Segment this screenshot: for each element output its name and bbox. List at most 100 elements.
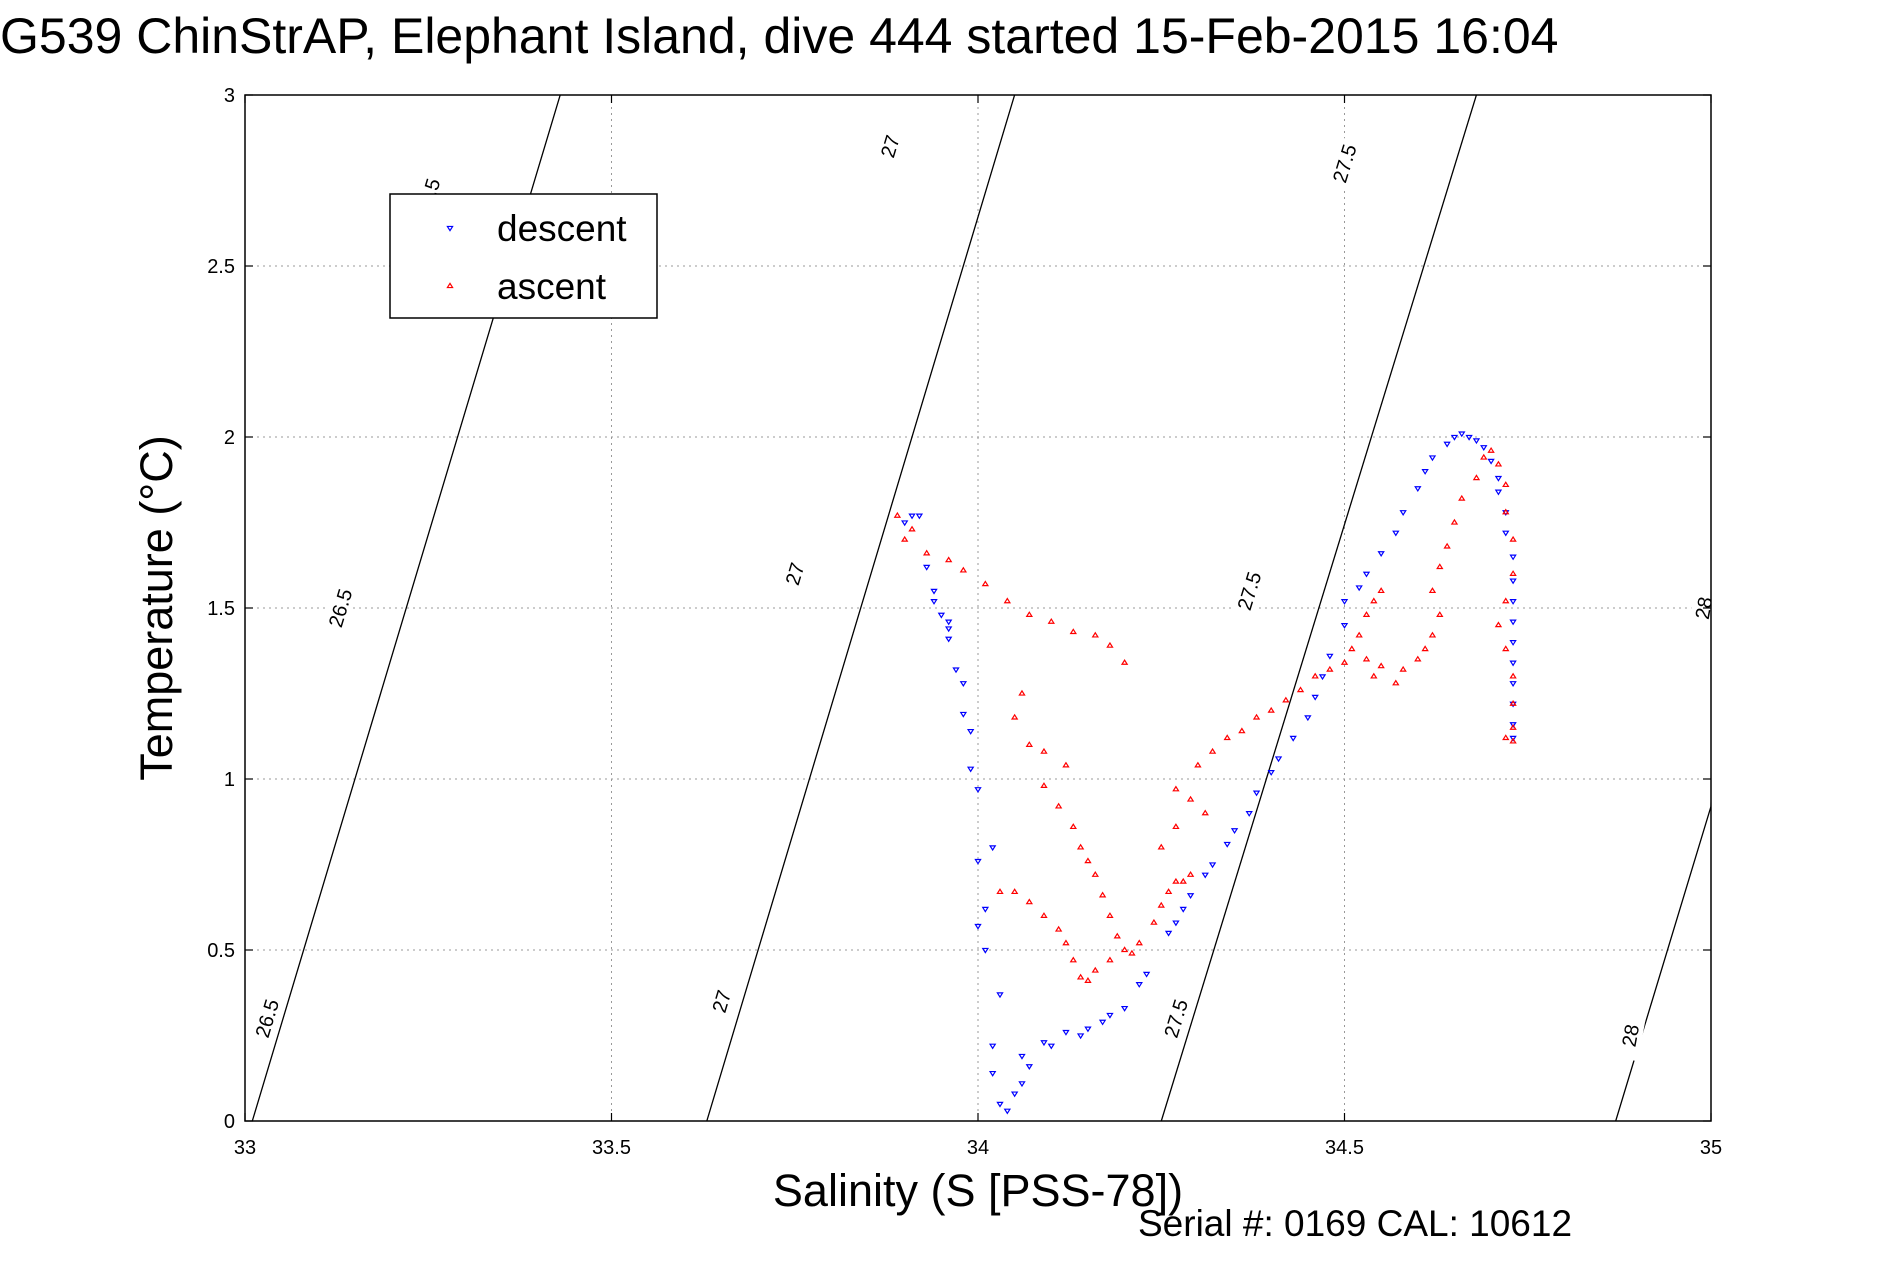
ascent-point <box>1084 977 1092 983</box>
ascent-point <box>1172 877 1180 884</box>
legend-marker-ascent <box>446 282 454 289</box>
ascent-point <box>1106 912 1114 918</box>
ascent-point <box>1436 611 1444 617</box>
ascent-point <box>901 535 909 542</box>
ascent-point <box>908 525 916 532</box>
y-tick-label: 1 <box>224 769 235 791</box>
y-tick-label: 2 <box>224 427 235 449</box>
ascent-point <box>1458 494 1466 501</box>
descent-point <box>1465 434 1473 441</box>
ascent-point <box>1201 809 1209 816</box>
legend-marker-descent <box>446 225 454 232</box>
descent-point <box>1392 530 1400 537</box>
ascent-point <box>1377 587 1385 594</box>
contour-label: 27.5 <box>1234 569 1266 613</box>
density-contour-line <box>706 95 1016 1121</box>
ascent-point <box>944 556 953 563</box>
descent-point <box>952 667 960 674</box>
ascent-point <box>1494 460 1503 467</box>
ascent-point <box>1348 645 1356 652</box>
x-tick-label: 33.5 <box>592 1137 631 1159</box>
descent-point <box>1062 1029 1070 1036</box>
descent-point <box>1502 530 1510 537</box>
descent-point <box>1179 906 1187 913</box>
ascent-point <box>1054 925 1063 932</box>
ascent-point <box>1018 689 1026 696</box>
ascent-point <box>1186 795 1195 802</box>
contour-label-bg <box>1230 564 1268 618</box>
contour-label: 26.5 <box>325 586 357 630</box>
ascent-point <box>1494 621 1503 628</box>
ascent-point <box>1084 857 1092 864</box>
descent-point <box>1509 599 1517 605</box>
ascent-point <box>1062 761 1070 768</box>
ascent-point <box>1509 737 1517 744</box>
axis-ticks: 33 33.5 34 34.5 35 0 0.5 1 1.5 2 2.5 3 <box>207 85 1722 1159</box>
ascent-point <box>1509 672 1517 679</box>
ascent-point <box>1091 966 1099 973</box>
descent-point <box>1172 920 1180 927</box>
descent-point <box>988 845 997 852</box>
descent-point <box>1106 1012 1114 1019</box>
descent-point <box>988 1043 997 1050</box>
x-tick-label: 35 <box>1700 1137 1722 1159</box>
ascent-point <box>1106 641 1114 648</box>
ascent-point <box>1054 802 1063 809</box>
descent-point <box>1120 1005 1129 1012</box>
descent-point <box>1340 622 1349 629</box>
contour-label-bg <box>248 991 286 1045</box>
ascent-point <box>1421 645 1429 652</box>
descent-point <box>908 513 916 520</box>
ascent-point <box>1414 655 1422 662</box>
legend-box <box>389 193 658 319</box>
ascent-point <box>1362 655 1371 662</box>
ascent-point <box>1428 631 1437 638</box>
ascent-point <box>1443 542 1451 549</box>
descent-point <box>959 711 968 718</box>
descent-point <box>1142 971 1151 978</box>
descent-point <box>1362 571 1371 578</box>
descent-point <box>1245 811 1253 817</box>
ascent-point <box>1172 823 1180 830</box>
descent-point <box>1098 1019 1107 1026</box>
descent-point <box>996 1101 1004 1108</box>
descent-point <box>988 1070 997 1077</box>
descent-point <box>1377 551 1385 558</box>
contour-label-bg <box>703 974 740 1028</box>
descent-point <box>1443 441 1451 448</box>
descent-point <box>1450 434 1459 441</box>
ascent-point <box>1223 734 1231 741</box>
descent-point <box>1428 455 1437 462</box>
contour-label: 28 <box>1692 595 1718 621</box>
ascent-point <box>1040 747 1048 754</box>
descent-point <box>1509 660 1517 667</box>
ascent-point <box>1120 946 1129 953</box>
ascent-point <box>1069 823 1077 830</box>
chart-title: G539 ChinStrAP, Elephant Island, dive 44… <box>0 8 1559 64</box>
ascent-point <box>1076 843 1085 850</box>
descent-point <box>966 728 975 735</box>
descent-point <box>1355 585 1363 592</box>
ascent-point <box>1040 912 1048 918</box>
ascent-point <box>923 549 931 556</box>
ascent-point <box>893 511 902 518</box>
ascent-point <box>1502 597 1510 604</box>
ascent-point <box>1194 761 1202 768</box>
descent-point <box>1494 475 1503 482</box>
descent-point <box>1480 445 1488 451</box>
descent-point <box>1414 486 1422 493</box>
descent-point <box>1084 1026 1092 1033</box>
ascent-point <box>1238 727 1246 734</box>
contour-label: 27.5 <box>1329 142 1361 186</box>
ascent-point <box>1370 672 1378 679</box>
descent-point <box>1018 1053 1026 1060</box>
descent-point <box>944 636 953 643</box>
descent-point <box>923 564 931 571</box>
descent-point <box>1047 1043 1055 1050</box>
descent-point <box>1135 982 1143 988</box>
ascent-point <box>1502 645 1510 652</box>
descent-point <box>944 626 953 633</box>
ascent-point <box>1025 898 1033 905</box>
descent-point <box>981 947 990 954</box>
